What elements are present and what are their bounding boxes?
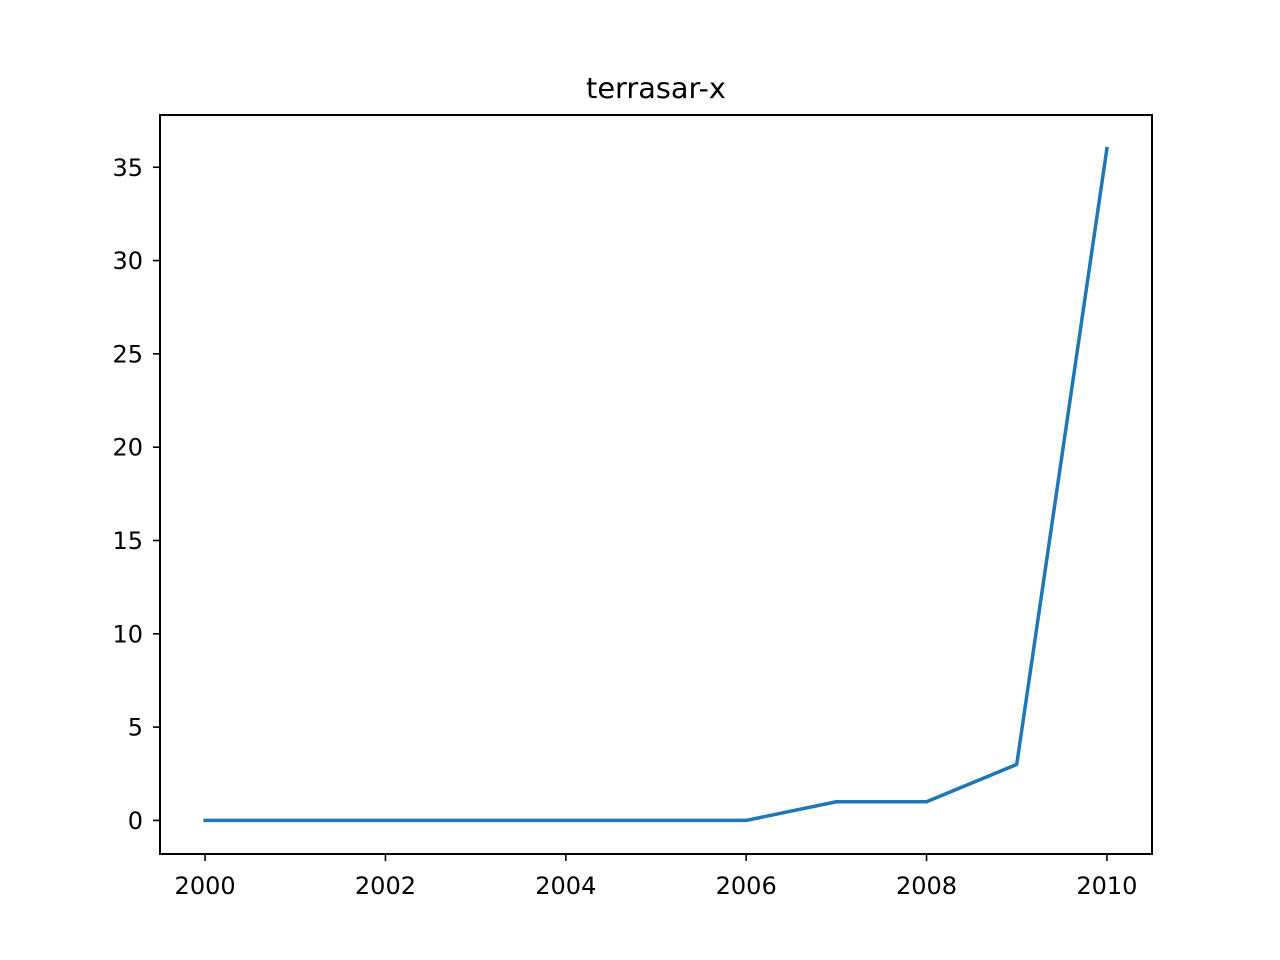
series-line <box>203 146 1109 823</box>
y-tick-label: 20 <box>112 434 143 462</box>
x-axis-ticks: 2000 2002 2004 2006 2008 2010 <box>175 854 1137 900</box>
y-tick-label: 25 <box>112 340 143 368</box>
chart-title: terrasar-x <box>586 71 726 105</box>
y-tick-label: 30 <box>112 247 143 275</box>
series-layer <box>203 146 1109 823</box>
y-axis-ticks: 0 5 10 15 20 25 30 35 <box>112 154 160 835</box>
x-tick-label: 2000 <box>175 872 236 900</box>
x-tick-label: 2010 <box>1076 872 1137 900</box>
x-tick-label: 2004 <box>535 872 596 900</box>
y-tick-label: 35 <box>112 154 143 182</box>
y-tick-label: 5 <box>128 714 143 742</box>
x-tick-label: 2008 <box>896 872 957 900</box>
x-tick-label: 2002 <box>355 872 416 900</box>
x-tick-label: 2006 <box>716 872 777 900</box>
plot-frame <box>159 114 1153 855</box>
y-tick-label: 0 <box>128 807 143 835</box>
y-tick-label: 10 <box>112 620 143 648</box>
y-tick-label: 15 <box>112 527 143 555</box>
